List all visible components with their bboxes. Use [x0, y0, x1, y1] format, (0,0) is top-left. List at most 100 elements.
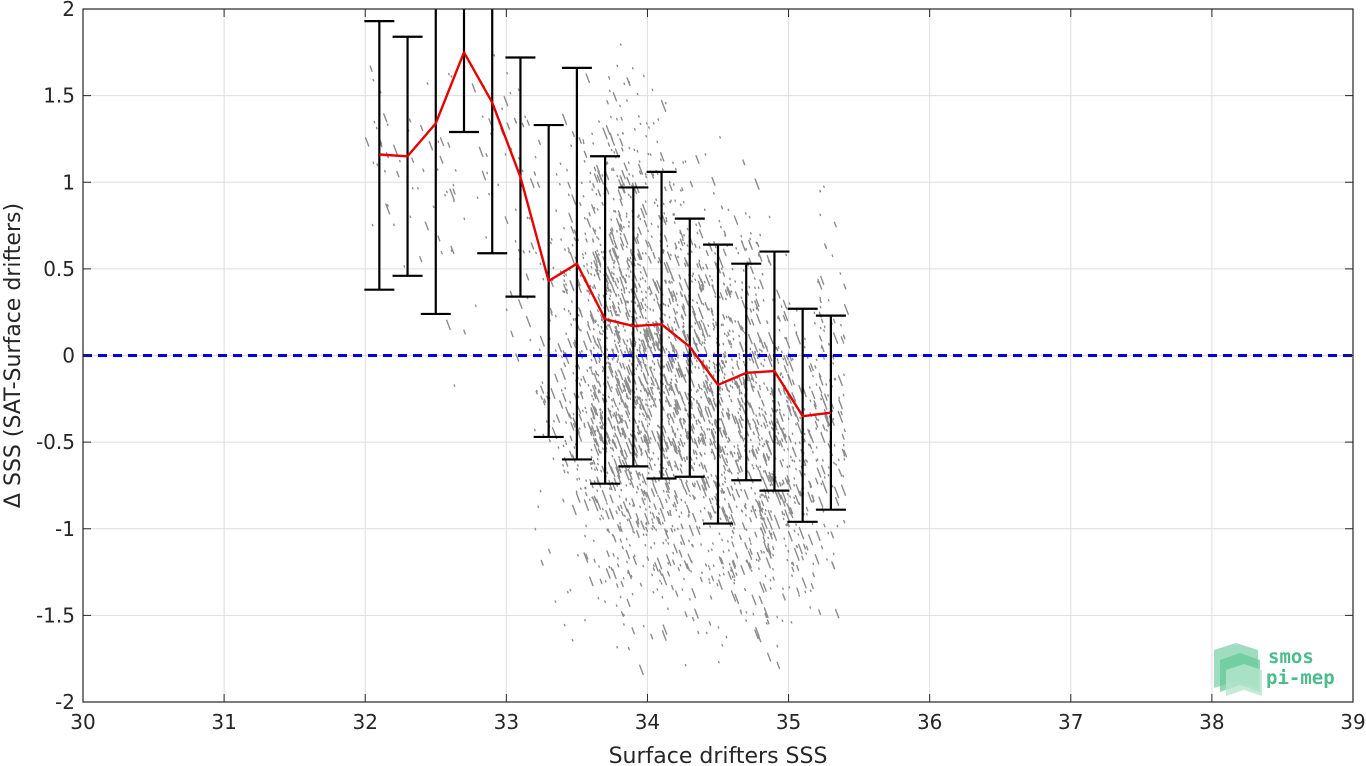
scatter-point — [780, 494, 786, 507]
scatter-point — [739, 341, 743, 349]
scatter-point — [685, 434, 689, 440]
scatter-point — [820, 275, 825, 285]
scatter-point — [614, 280, 617, 286]
scatter-point — [683, 560, 689, 570]
scatter-point — [763, 341, 769, 352]
scatter-point — [638, 377, 643, 386]
scatter-point — [718, 362, 724, 374]
y-tick-label: 0.5 — [43, 257, 75, 281]
scatter-point — [696, 321, 701, 331]
scatter-point — [670, 527, 674, 533]
scatter-point — [656, 342, 660, 347]
scatter-point — [669, 341, 676, 354]
scatter-point — [755, 448, 759, 455]
scatter-point — [624, 402, 628, 409]
scatter-point — [653, 503, 657, 511]
scatter-point — [542, 400, 546, 406]
scatter-point — [777, 491, 782, 500]
scatter-point — [692, 512, 697, 523]
scatter-point — [463, 329, 466, 335]
scatter-point — [608, 508, 614, 519]
scatter-point — [621, 292, 627, 305]
scatter-point — [569, 251, 575, 264]
scatter-point — [750, 373, 755, 382]
scatter-point — [621, 382, 627, 392]
scatter-point — [628, 518, 634, 531]
scatter-point — [650, 488, 656, 497]
scatter-point — [796, 587, 800, 595]
scatter-point — [762, 536, 766, 542]
scatter-point — [787, 373, 791, 380]
scatter-point — [838, 468, 842, 475]
scatter-point — [726, 486, 732, 497]
scatter-point — [697, 630, 700, 635]
scatter-point — [691, 305, 697, 316]
scatter-point — [625, 306, 630, 318]
scatter-point — [618, 213, 623, 222]
scatter-point — [621, 147, 624, 152]
scatter-point — [612, 397, 617, 408]
scatter-point — [592, 183, 595, 189]
scatter-point — [698, 320, 704, 333]
scatter-point — [605, 278, 609, 285]
scatter-point — [599, 414, 603, 420]
scatter-point — [594, 374, 599, 383]
scatter-point — [659, 507, 665, 520]
scatter-point — [692, 494, 696, 501]
scatter-point — [672, 290, 678, 301]
y-tick-label: 1 — [62, 170, 75, 194]
scatter-point — [605, 568, 611, 579]
scatter-point — [819, 299, 822, 304]
scatter-point — [627, 468, 633, 480]
scatter-point — [550, 387, 556, 400]
scatter-point — [696, 263, 699, 268]
scatter-point — [709, 511, 713, 518]
scatter-point — [618, 370, 624, 381]
scatter-point — [563, 283, 568, 295]
scatter-point — [780, 416, 784, 422]
scatter-point — [607, 142, 611, 147]
scatter-point — [660, 99, 667, 113]
scatter-point — [700, 476, 707, 489]
scatter-point — [697, 407, 703, 418]
scatter-point — [478, 146, 484, 158]
scatter-point — [640, 520, 645, 531]
scatter-point — [625, 549, 631, 560]
scatter-point — [678, 450, 684, 461]
scatter-point — [608, 365, 614, 378]
scatter-point — [586, 217, 592, 228]
scatter-point — [626, 366, 631, 375]
scatter-point — [619, 450, 623, 457]
scatter-point — [656, 557, 663, 570]
scatter-point — [583, 552, 589, 563]
scatter-point — [593, 173, 599, 183]
scatter-point — [748, 239, 753, 251]
scatter-point — [753, 342, 758, 353]
scatter-point — [670, 425, 677, 439]
scatter-point — [704, 563, 708, 567]
scatter-point — [735, 552, 739, 559]
scatter-point — [628, 438, 631, 444]
scatter-point — [694, 608, 699, 619]
scatter-point — [639, 405, 643, 411]
scatter-point — [730, 450, 734, 458]
scatter-point — [611, 227, 614, 232]
scatter-point — [767, 548, 772, 559]
scatter-point — [695, 154, 700, 164]
scatter-point — [787, 504, 793, 517]
scatter-point — [636, 485, 639, 490]
scatter-point — [611, 305, 617, 317]
scatter-point — [648, 457, 652, 462]
scatter-point — [744, 542, 748, 550]
scatter-point — [605, 125, 611, 135]
scatter-point — [583, 150, 588, 158]
scatter-point — [805, 506, 809, 512]
scatter-point — [739, 465, 743, 472]
x-tick-label: 34 — [635, 710, 660, 734]
scatter-point — [680, 541, 683, 545]
scatter-point — [446, 319, 451, 331]
scatter-point — [585, 492, 588, 497]
scatter-point — [648, 329, 653, 340]
scatter-point — [721, 446, 726, 456]
